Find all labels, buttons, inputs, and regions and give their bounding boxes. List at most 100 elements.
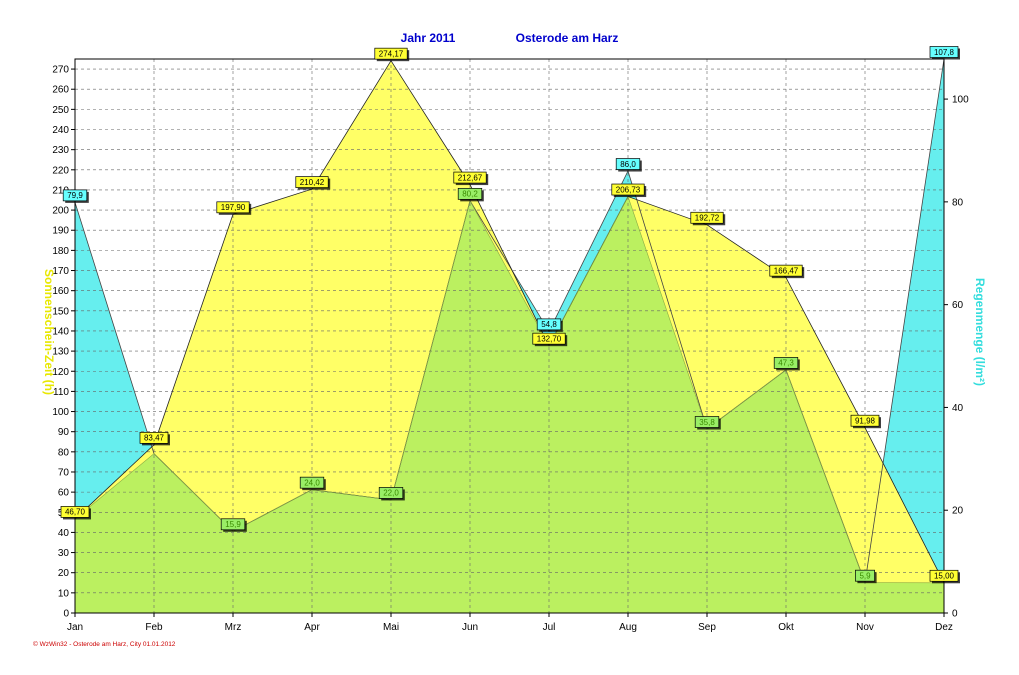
- series-line-sonnenschein: [74, 59, 945, 583]
- tick-label-x: Nov: [856, 622, 874, 633]
- tick-label-left: 120: [52, 367, 69, 378]
- footer-copyright: © WzWin32 - Osterode am Harz, City 01.01…: [33, 640, 176, 648]
- data-label-regenmenge-box: [855, 569, 875, 582]
- series-line-overlap: [74, 195, 945, 584]
- data-label-sonnenschein: 15,00: [934, 572, 955, 581]
- data-label-regenmenge-box: [615, 158, 641, 170]
- data-label-regenmenge: 15,9: [225, 520, 241, 529]
- data-label-sonnenschein-box: [611, 183, 645, 196]
- tick-label-left: 190: [52, 226, 69, 237]
- data-label-sonnenschein-box: [690, 211, 724, 224]
- tick-label-left: 160: [52, 286, 69, 297]
- data-label-regenmenge: 79,9: [67, 191, 83, 200]
- chart-title-location: Osterode am Harz: [516, 31, 619, 45]
- tick-label-x: Jul: [543, 622, 556, 633]
- data-label-regenmenge-box: [773, 357, 799, 369]
- y-axis-right-title: Regenmenge (l/m²): [973, 278, 987, 386]
- tick-label-right: 20: [952, 506, 964, 517]
- tick-label-left: 40: [58, 528, 70, 539]
- tick-label-x: Okt: [778, 622, 794, 633]
- plot-frame: [74, 58, 945, 614]
- tick-label-x: Dez: [935, 622, 953, 633]
- data-label-sonnenschein: 46,70: [65, 508, 86, 517]
- tick-label-right: 100: [952, 95, 969, 106]
- tick-label-left: 20: [58, 568, 70, 579]
- data-label-regenmenge-box: [220, 518, 246, 531]
- tick-label-left: 0: [63, 609, 69, 620]
- data-label-regenmenge: 22,0: [383, 489, 399, 498]
- tick-label-left: 180: [52, 246, 69, 257]
- y-axis-left-title: Sonnenschein-Zeit (h): [42, 269, 56, 395]
- data-label-regenmenge: 24,0: [304, 478, 320, 487]
- tick-label-left: 220: [52, 165, 69, 176]
- tick-label-left: 110: [53, 387, 69, 398]
- data-label-sonnenschein-box: [139, 431, 169, 444]
- data-label-sonnenschein: 210,42: [300, 178, 325, 187]
- data-label-sonnenschein: 212,67: [458, 173, 483, 182]
- data-label-regenmenge: 35,8: [699, 418, 715, 427]
- tick-label-left: 60: [58, 488, 70, 499]
- tick-label-left: 270: [52, 65, 69, 76]
- data-label-sonnenschein: 274,17: [379, 49, 404, 58]
- data-label-regenmenge-box: [457, 187, 483, 200]
- data-label-sonnenschein: 132,70: [537, 334, 562, 343]
- data-label-sonnenschein-box: [532, 332, 566, 345]
- tick-label-right: 60: [952, 300, 964, 311]
- data-label-regenmenge-box: [62, 189, 88, 202]
- data-label-regenmenge-box: [929, 46, 959, 58]
- tick-label-left: 70: [58, 467, 70, 478]
- data-label-sonnenschein: 206,73: [616, 185, 641, 194]
- data-label-sonnenschein-box: [216, 201, 250, 214]
- data-label-sonnenschein: 192,72: [695, 214, 720, 223]
- tick-label-x: Mrz: [225, 622, 242, 633]
- data-label-regenmenge-box: [299, 476, 325, 489]
- data-label-sonnenschein-box: [295, 176, 329, 188]
- data-label-sonnenschein-box: [850, 414, 880, 427]
- tick-label-left: 130: [52, 347, 69, 358]
- tick-label-right: 40: [952, 403, 964, 414]
- data-label-sonnenschein-box: [929, 569, 959, 582]
- tick-label-x: Jan: [67, 622, 83, 633]
- tick-label-x: Sep: [698, 622, 716, 633]
- tick-label-x: Mai: [383, 622, 399, 633]
- data-label-sonnenschein-box: [60, 506, 90, 518]
- data-label-sonnenschein: 197,90: [221, 203, 246, 212]
- tick-label-left: 10: [58, 588, 70, 599]
- tick-label-x: Aug: [619, 622, 637, 633]
- tick-label-left: 30: [58, 548, 70, 559]
- tick-label-left: 240: [52, 125, 69, 136]
- data-label-sonnenschein-box: [769, 264, 803, 277]
- tick-label-left: 250: [52, 105, 69, 116]
- data-label-regenmenge-box: [694, 416, 720, 428]
- tick-label-left: 230: [52, 145, 69, 156]
- tick-label-right: 0: [952, 609, 958, 620]
- tick-label-left: 100: [52, 407, 69, 418]
- chart-title-year: Jahr 2011: [401, 31, 456, 45]
- tick-label-left: 210: [52, 185, 69, 196]
- data-label-regenmenge: 54,8: [541, 320, 557, 329]
- tick-label-left: 80: [58, 447, 70, 458]
- tick-label-x: Feb: [145, 622, 163, 633]
- tick-label-x: Apr: [304, 622, 320, 633]
- tick-label-left: 260: [52, 85, 69, 96]
- data-label-regenmenge-box: [378, 487, 404, 499]
- tick-label-x: Jun: [462, 622, 478, 633]
- data-label-regenmenge-box: [536, 318, 562, 331]
- data-label-sonnenschein-box: [374, 47, 408, 60]
- tick-label-left: 170: [52, 266, 69, 277]
- data-label-sonnenschein-box: [453, 171, 487, 184]
- data-label-sonnenschein: 166,47: [774, 266, 799, 275]
- tick-label-right: 80: [952, 197, 964, 208]
- data-label-sonnenschein: 91,98: [855, 417, 876, 426]
- data-label-sonnenschein: 83,47: [144, 434, 165, 443]
- data-label-regenmenge: 5,9: [859, 571, 871, 580]
- data-label-regenmenge: 107,8: [934, 48, 955, 57]
- tick-label-left: 150: [52, 306, 69, 317]
- data-label-regenmenge: 86,0: [620, 160, 636, 169]
- tick-label-left: 200: [52, 206, 69, 217]
- series-area-overlap: [75, 196, 944, 613]
- data-label-regenmenge: 80,2: [462, 190, 478, 199]
- tick-label-left: 140: [52, 326, 69, 337]
- data-label-regenmenge: 47,3: [778, 359, 794, 368]
